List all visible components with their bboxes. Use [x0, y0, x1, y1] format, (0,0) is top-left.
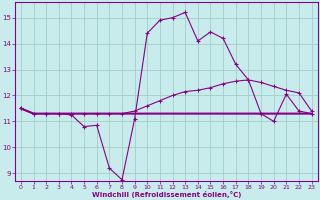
X-axis label: Windchill (Refroidissement éolien,°C): Windchill (Refroidissement éolien,°C)	[92, 191, 241, 198]
